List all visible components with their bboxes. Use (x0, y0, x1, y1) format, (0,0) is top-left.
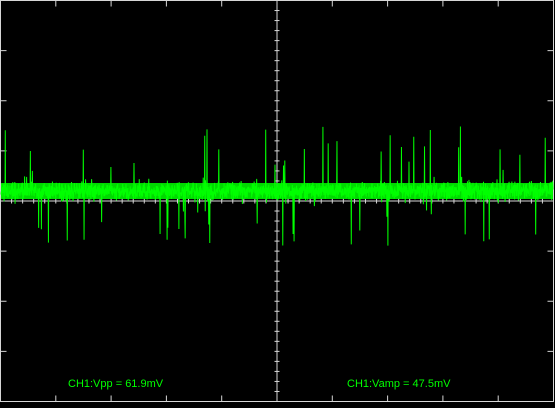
vamp-value: 47.5mV (412, 378, 451, 390)
vpp-value: 61.9mV (125, 378, 164, 390)
ch1-waveform (0, 126, 554, 246)
vamp-separator: = (399, 378, 413, 390)
vpp-separator: = (112, 378, 126, 390)
ch1-trace (0, 126, 554, 246)
ch1-vamp-readout: CH1:Vamp = 47.5mV (347, 377, 450, 391)
vpp-label: CH1:Vpp (68, 378, 113, 390)
vamp-label: CH1:Vamp (347, 378, 400, 390)
ch1-vpp-readout: CH1:Vpp = 61.9mV (68, 377, 163, 391)
